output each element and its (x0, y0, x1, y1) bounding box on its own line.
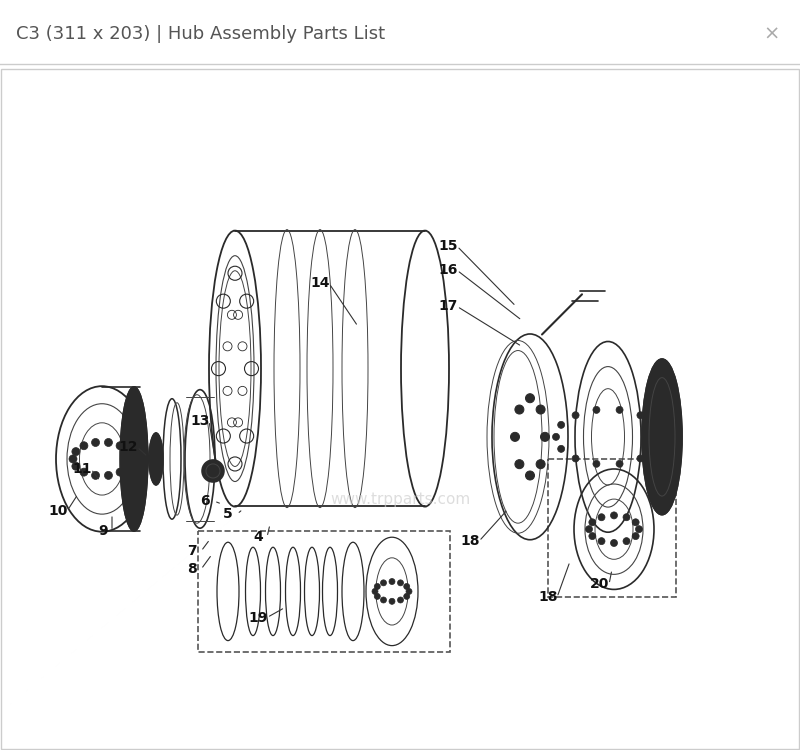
Text: www.trpparts.com: www.trpparts.com (330, 491, 470, 506)
Ellipse shape (515, 460, 524, 469)
Ellipse shape (398, 597, 403, 603)
Ellipse shape (91, 439, 99, 446)
Ellipse shape (572, 412, 579, 419)
Ellipse shape (374, 593, 380, 599)
Ellipse shape (616, 406, 623, 413)
Ellipse shape (593, 460, 600, 467)
Ellipse shape (635, 526, 642, 532)
Ellipse shape (149, 433, 163, 485)
Text: 12: 12 (118, 440, 138, 454)
Ellipse shape (593, 406, 600, 413)
Text: C3 (311 x 203) | Hub Assembly Parts List: C3 (311 x 203) | Hub Assembly Parts List (16, 25, 385, 43)
Text: 9: 9 (98, 524, 108, 538)
Ellipse shape (558, 422, 565, 428)
Text: 13: 13 (190, 414, 210, 428)
Ellipse shape (657, 433, 663, 440)
Text: 18: 18 (460, 534, 480, 548)
Text: 16: 16 (438, 263, 458, 278)
Ellipse shape (91, 472, 99, 479)
Ellipse shape (72, 448, 80, 455)
Ellipse shape (389, 598, 395, 604)
Ellipse shape (124, 462, 132, 470)
Text: 20: 20 (590, 578, 610, 592)
Ellipse shape (610, 512, 618, 519)
Text: 15: 15 (438, 239, 458, 254)
Ellipse shape (637, 455, 644, 462)
Ellipse shape (526, 394, 534, 403)
Text: 10: 10 (48, 504, 68, 518)
Ellipse shape (124, 448, 132, 455)
Ellipse shape (105, 472, 113, 479)
Ellipse shape (589, 519, 596, 526)
Ellipse shape (536, 405, 545, 414)
FancyBboxPatch shape (548, 459, 676, 598)
Ellipse shape (80, 468, 88, 476)
Ellipse shape (406, 589, 412, 595)
Ellipse shape (105, 439, 113, 446)
Ellipse shape (598, 514, 605, 520)
Ellipse shape (623, 538, 630, 544)
Ellipse shape (116, 442, 124, 450)
Ellipse shape (616, 460, 623, 467)
Text: 6: 6 (200, 494, 210, 508)
Ellipse shape (127, 455, 135, 463)
Ellipse shape (202, 460, 224, 482)
Text: 14: 14 (310, 276, 330, 290)
Ellipse shape (404, 584, 410, 590)
Ellipse shape (651, 446, 658, 452)
Ellipse shape (651, 422, 658, 428)
Ellipse shape (526, 471, 534, 480)
Ellipse shape (610, 539, 618, 547)
Ellipse shape (515, 405, 524, 414)
Text: 7: 7 (187, 544, 197, 558)
Ellipse shape (637, 412, 644, 419)
Ellipse shape (586, 526, 593, 532)
Ellipse shape (632, 532, 639, 539)
Ellipse shape (398, 580, 403, 586)
Ellipse shape (642, 359, 682, 514)
Text: 4: 4 (253, 530, 263, 544)
Ellipse shape (389, 578, 395, 584)
Text: 8: 8 (187, 562, 197, 576)
Ellipse shape (381, 597, 386, 603)
Ellipse shape (553, 433, 559, 440)
Ellipse shape (120, 387, 148, 531)
Ellipse shape (510, 432, 519, 441)
Text: 5: 5 (223, 507, 233, 521)
Ellipse shape (536, 460, 545, 469)
Ellipse shape (558, 446, 565, 452)
Text: 18: 18 (538, 590, 558, 604)
Text: ×: × (764, 24, 780, 44)
Ellipse shape (404, 593, 410, 599)
Ellipse shape (116, 468, 124, 476)
Text: 11: 11 (72, 462, 92, 476)
Ellipse shape (572, 455, 579, 462)
Ellipse shape (598, 538, 605, 544)
Ellipse shape (69, 455, 77, 463)
Ellipse shape (372, 589, 378, 595)
Ellipse shape (623, 514, 630, 520)
FancyBboxPatch shape (198, 531, 450, 652)
Ellipse shape (589, 532, 596, 539)
Ellipse shape (541, 432, 550, 441)
Text: 17: 17 (438, 299, 458, 314)
Ellipse shape (381, 580, 386, 586)
Ellipse shape (632, 519, 639, 526)
Ellipse shape (72, 462, 80, 470)
Text: 19: 19 (248, 610, 268, 625)
Ellipse shape (80, 442, 88, 450)
Ellipse shape (374, 584, 380, 590)
